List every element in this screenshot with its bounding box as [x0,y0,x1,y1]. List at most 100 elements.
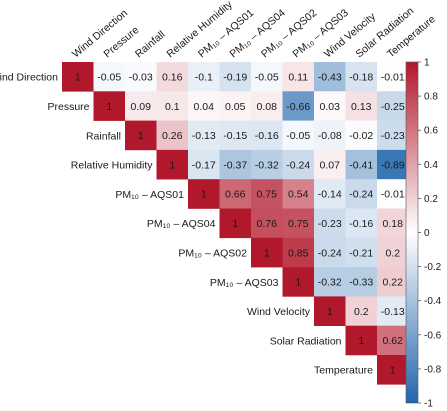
cell-value-label: -0.13 [381,306,405,318]
heatmap-cell [345,296,378,326]
colorbar-tick-label: 0.2 [424,194,438,205]
heatmap-cell [156,91,189,121]
colorbar-tick-label: 0.4 [424,160,438,171]
heatmap-cell [314,267,346,297]
heatmap-cell [377,91,409,121]
heatmap-cell [188,179,220,209]
heatmap-cell [188,149,220,180]
heatmap-cell [314,91,346,121]
row-label: PM₁₀ – AQS02 [178,247,247,259]
heatmap-cell [345,149,378,180]
cell-value-label: -0.43 [318,71,342,83]
row-label: Temperature [314,365,373,377]
cell-value-label: 1 [169,159,175,171]
cell-value-label: 0.07 [320,159,341,171]
row-label: PM₁₀ – AQS04 [147,218,216,230]
cell-value-label: 0.09 [131,101,152,113]
row-label: Relative Humidity [71,160,153,172]
cell-value-label: -0.24 [318,247,342,259]
heatmap-cell [314,120,346,151]
cell-value-label: 1 [327,306,333,318]
heatmap-cell [345,267,378,297]
heatmap-cell [345,120,378,151]
heatmap-cell [377,296,409,326]
heatmap-cell [125,62,157,92]
heatmap-cell [345,179,378,209]
cell-value-label: -0.03 [129,71,153,83]
cell-value-label: -0.14 [318,189,342,201]
heatmap-cell [282,62,315,92]
heatmap-cell [377,208,409,239]
cell-value-label: 0.76 [257,218,278,230]
cell-value-label: -0.25 [381,101,405,113]
heatmap-cell [345,62,378,92]
heatmap-cell [251,237,283,268]
cell-value-label: 1 [295,277,301,289]
cell-value-label: 1 [138,130,144,142]
colorbar-tick-label: -0.6 [424,330,442,341]
cell-value-label: -0.37 [223,159,247,171]
heatmap-cell [251,149,283,180]
row-label: PM₁₀ – AQS01 [115,189,184,201]
cell-value-label: 0.13 [351,101,372,113]
heatmap-cell [62,62,94,92]
cell-value-label: 1 [75,71,81,83]
cell-value-label: -0.16 [349,218,373,230]
cell-value-label: 0.62 [383,335,404,347]
heatmap-cell [188,120,220,151]
cell-value-label: 0.1 [165,101,180,113]
cell-value-label: 1 [390,364,396,376]
cell-value-label: 0.11 [288,71,308,83]
heatmap-cell [345,208,378,239]
colorbar-tick-label: -0.8 [424,364,442,375]
heatmap-cell [93,91,126,121]
heatmap-cell [282,91,315,121]
row-label: Wind Direction [0,72,58,84]
colorbar-tick-label: -1 [424,399,433,410]
heatmap-cell [125,91,157,121]
cell-value-label: -0.05 [97,71,121,83]
heatmap-cell [377,62,409,92]
colorbar-tick-label: 0.8 [424,92,438,103]
heatmap-cell [93,62,126,92]
heatmap-cell [188,62,220,92]
cell-value-label: 1 [201,189,207,201]
colorbar-tick-label: 0.6 [424,126,438,137]
heatmap-cell [282,237,315,268]
colorbar-tick-label: -0.4 [424,296,442,307]
cell-value-label: 1 [106,101,112,113]
row-label: PM₁₀ – AQS03 [210,277,279,289]
heatmap-cell [314,149,346,180]
cell-value-label: 0.22 [383,277,404,289]
heatmap-cell [282,179,315,209]
heatmap-cell [314,62,346,92]
heatmap-cell [156,149,189,180]
heatmap-cell [282,120,315,151]
colorbar-gradient [405,61,419,404]
row-labels: Wind Direction Pressure Rainfall Relative H… [0,72,373,377]
cell-value-label: 0.18 [383,218,404,230]
heatmap-cell [282,149,315,180]
heatmap-cell [251,208,283,239]
cell-value-label: 0.04 [194,101,215,113]
cell-value-label: 0.85 [288,247,309,259]
heatmap-cell [314,237,346,268]
heatmap-cell [219,120,252,151]
heatmap-cell [314,179,346,209]
cell-value-label: -0.66 [286,101,310,113]
heatmap-cell [345,237,378,268]
heatmap-cell [345,325,378,356]
cell-value-label: -0.23 [318,218,342,230]
cell-value-label: 0.2 [385,247,400,259]
heatmap-cell [377,237,409,268]
heatmap-cell [314,208,346,239]
cell-value-label: -0.24 [286,159,310,171]
heatmap-cell [377,149,409,180]
cell-value-label: -0.01 [381,71,405,83]
cell-value-label: -0.32 [255,159,279,171]
colorbar-tick-label: 1 [424,58,430,69]
colorbar-tick-label: -0.2 [424,262,442,273]
heatmap-cell [251,120,283,151]
